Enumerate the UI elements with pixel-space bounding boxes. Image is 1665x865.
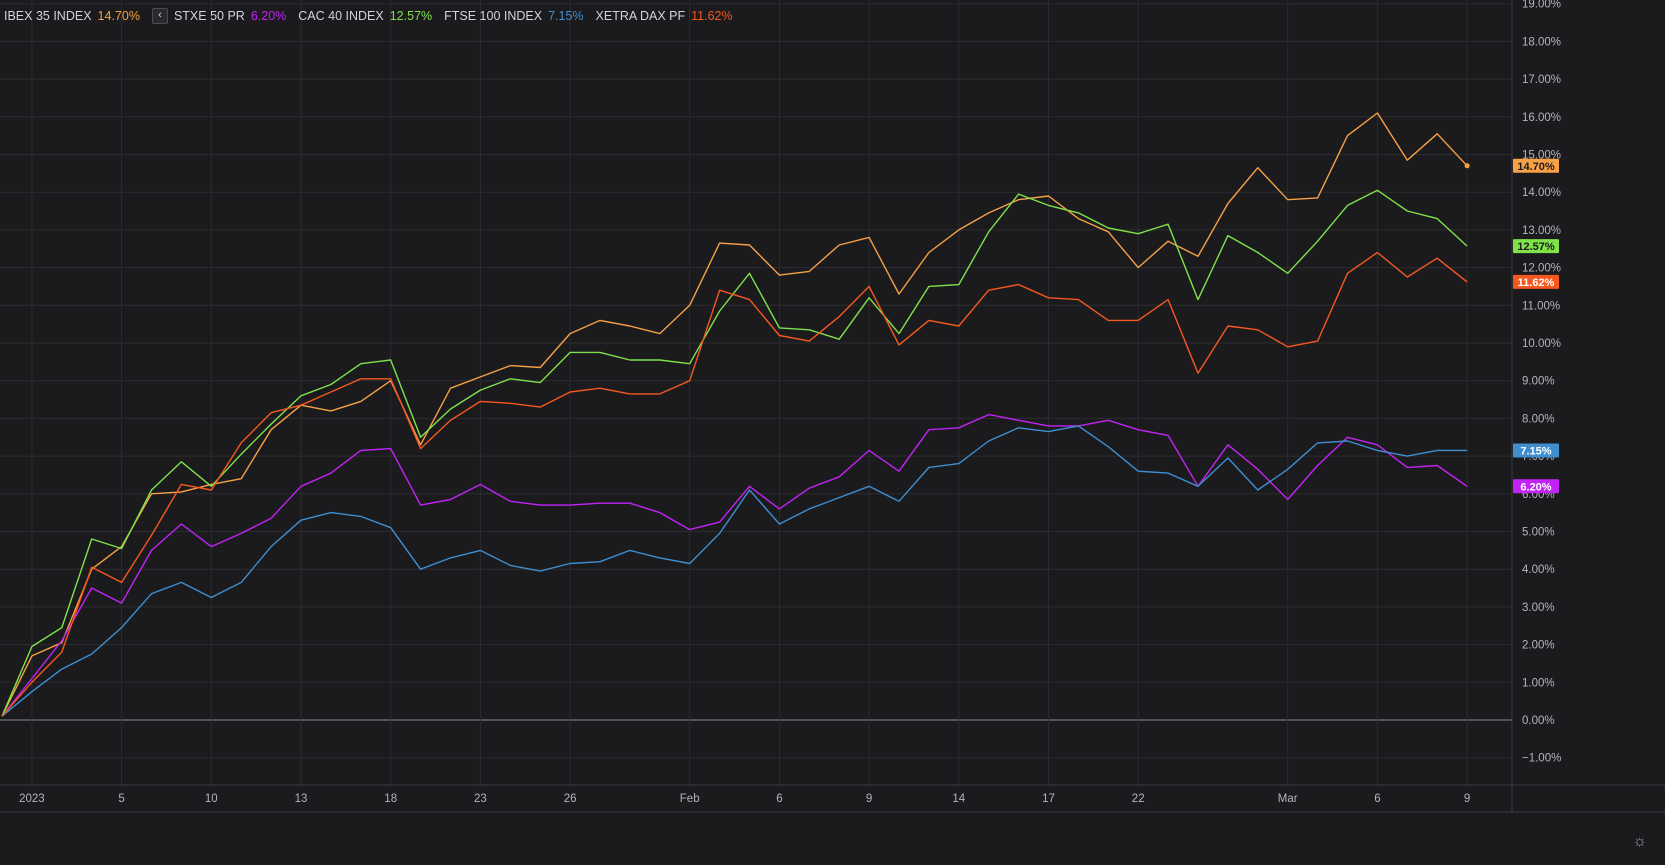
series-line-1 xyxy=(1,413,1468,717)
settings-gear-icon[interactable]: ☼ xyxy=(1632,833,1647,850)
x-tick-label: 17 xyxy=(1042,793,1055,805)
series-line-0 xyxy=(1,112,1468,717)
y-tick-label: 12.00% xyxy=(1522,263,1561,275)
legend-value-stxe: 6.20% xyxy=(250,9,287,23)
legend-value-cac: 12.57% xyxy=(389,9,433,23)
legend-name-stxe[interactable]: STXE 50 PR xyxy=(173,9,245,23)
value-badge-bg-3 xyxy=(1513,443,1559,458)
legend-name-ftse[interactable]: FTSE 100 INDEX xyxy=(444,9,543,23)
series-lines xyxy=(1,112,1470,717)
x-tick-label: 6 xyxy=(1374,793,1380,805)
y-tick-label: 13.00% xyxy=(1522,225,1561,237)
y-tick-label: 0.00% xyxy=(1522,715,1555,727)
legend-name-dax[interactable]: XETRA DAX PF xyxy=(595,9,686,23)
series-line-2 xyxy=(1,189,1468,717)
x-tick-label: 9 xyxy=(1464,793,1470,805)
x-tick-label: 23 xyxy=(474,793,487,805)
value-badges: 14.70% 6.20% 12.57% 7.15% 11.62% xyxy=(1513,158,1559,494)
y-tick-label: 10.00% xyxy=(1522,338,1561,350)
y-tick-label: −1.00% xyxy=(1522,753,1561,765)
series-line-4 xyxy=(1,251,1468,717)
x-tick-label: 2023 xyxy=(19,793,45,805)
y-tick-label: 18.00% xyxy=(1522,36,1561,48)
y-tick-label: 5.00% xyxy=(1522,527,1555,539)
y-tick-label: 15.00% xyxy=(1522,150,1561,162)
value-badge-label-3: 7.15% xyxy=(1520,445,1551,457)
x-tick-label: 10 xyxy=(205,793,218,805)
legend-name-cac[interactable]: CAC 40 INDEX xyxy=(298,9,384,23)
legend-value-ftse: 7.15% xyxy=(548,9,584,23)
last-value-dot xyxy=(1464,163,1470,169)
y-tick-label: 4.00% xyxy=(1522,564,1555,576)
axes: 19.00% 18.00% 17.00% 16.00% 15.00% 14.00% 13.0… xyxy=(0,0,1665,813)
x-tick-label: Mar xyxy=(1278,793,1298,805)
legend-name-ibex[interactable]: IBEX 35 INDEX xyxy=(4,9,92,23)
value-badge-label-4: 11.62% xyxy=(1518,277,1555,289)
value-badge-bg-4 xyxy=(1513,274,1559,289)
y-tick-label: 3.00% xyxy=(1522,602,1555,614)
x-tick-label: 6 xyxy=(776,793,782,805)
value-badge-label-2: 12.57% xyxy=(1517,241,1555,253)
y-tick-label: 11.00% xyxy=(1522,300,1560,312)
legend: IBEX 35 INDEX 14.70% ‹ STXE 50 PR 6.20% … xyxy=(4,8,745,24)
x-tick-label: 26 xyxy=(564,793,577,805)
x-tick-label: 14 xyxy=(952,793,965,805)
x-tick-label: 22 xyxy=(1132,793,1145,805)
x-tick-label: 5 xyxy=(118,793,124,805)
y-tick-label: 14.00% xyxy=(1522,187,1561,199)
value-badge-label-1: 6.20% xyxy=(1520,481,1551,493)
y-tick-label: 9.00% xyxy=(1522,376,1555,388)
legend-collapse-button[interactable]: ‹ xyxy=(151,8,168,24)
y-tick-label: 1.00% xyxy=(1522,677,1555,689)
y-tick-label: 17.00% xyxy=(1522,74,1561,86)
value-badge-bg-1 xyxy=(1513,479,1559,494)
y-tick-label: 8.00% xyxy=(1522,413,1555,425)
value-badge-label-0: 14.70% xyxy=(1517,161,1555,173)
y-tick-label: 2.00% xyxy=(1522,640,1555,652)
series-line-3 xyxy=(1,425,1468,717)
y-tick-label: 19.00% xyxy=(1522,0,1561,11)
value-badge-bg-2 xyxy=(1513,239,1559,254)
y-tick-label: 16.00% xyxy=(1522,112,1561,124)
x-tick-label: 13 xyxy=(295,793,308,805)
legend-value-dax: 11.62% xyxy=(691,9,733,23)
grid xyxy=(0,0,1512,785)
x-tick-label: 9 xyxy=(866,793,872,805)
x-tick-label: Feb xyxy=(680,793,700,805)
value-badge-bg-0 xyxy=(1513,158,1559,173)
legend-value-ibex: 14.70% xyxy=(97,9,140,23)
x-tick-label: 18 xyxy=(384,793,397,805)
